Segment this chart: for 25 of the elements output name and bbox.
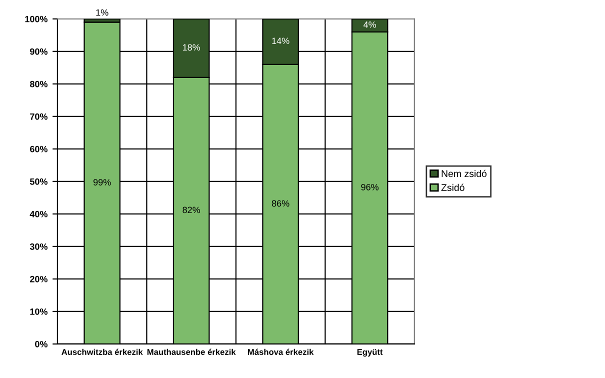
data-label: 4% — [363, 21, 376, 28]
y-tick-label: 20% — [30, 276, 48, 282]
data-label: 99% — [93, 179, 111, 186]
y-tick-label: 0% — [35, 340, 48, 348]
y-tick-label: 70% — [30, 113, 48, 120]
y-tick-label: 90% — [30, 48, 48, 55]
x-tick-label: Mauthausenbe érkezik — [147, 348, 236, 355]
y-tick-label: 100% — [25, 16, 48, 22]
x-tick-label: Máshova érkezik — [248, 348, 314, 355]
data-label: 86% — [272, 200, 290, 207]
data-label: 14% — [272, 38, 290, 44]
y-tick-label: 40% — [30, 210, 48, 218]
data-label: 1% — [96, 9, 108, 16]
legend-label: Zsidó — [441, 184, 464, 192]
y-tick-label: 30% — [30, 243, 48, 250]
data-label: 96% — [361, 184, 379, 190]
legend-label: Nem zsidó — [442, 170, 487, 178]
y-tick-label: 50% — [30, 178, 48, 185]
y-tick-label: 10% — [30, 308, 48, 315]
x-tick-label: Auschwitzba érkezik — [62, 348, 143, 355]
y-tick-label: 80% — [30, 80, 48, 88]
y-tick-label: 60% — [30, 146, 48, 152]
x-tick-label: Együtt — [357, 349, 383, 357]
data-label: 18% — [182, 44, 200, 51]
data-label: 82% — [182, 206, 200, 214]
